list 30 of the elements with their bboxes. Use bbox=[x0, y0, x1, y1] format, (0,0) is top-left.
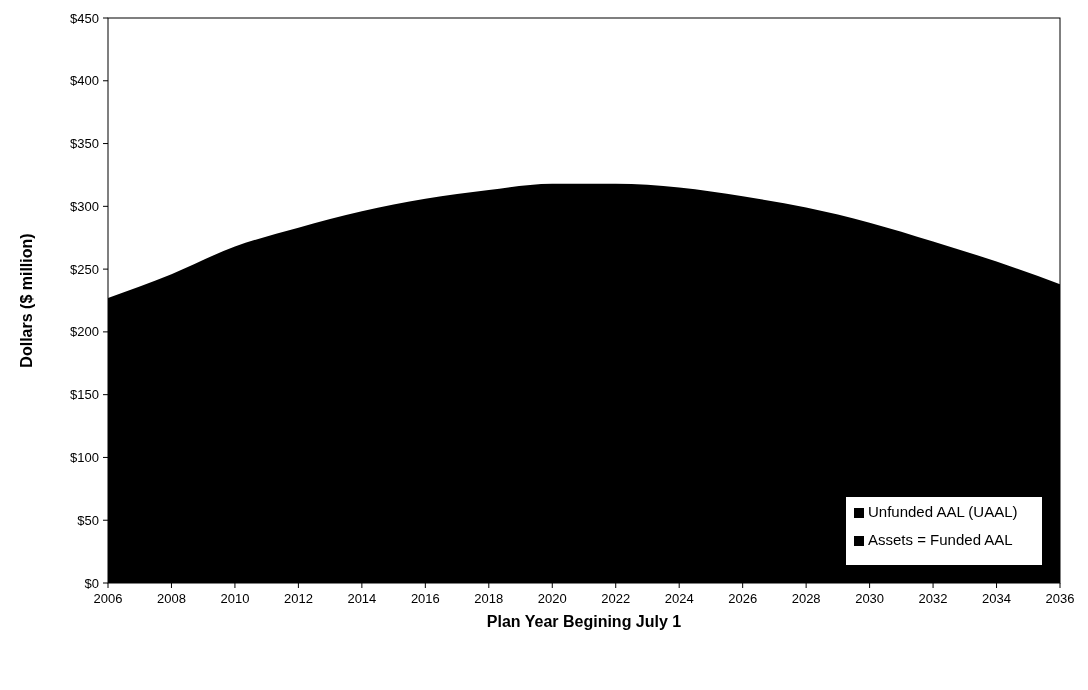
y-tick-label: $250 bbox=[70, 261, 99, 277]
x-tick-label: 2024 bbox=[664, 591, 694, 606]
y-tick-label: $150 bbox=[70, 387, 99, 403]
x-tick-label: 2036 bbox=[1045, 591, 1075, 606]
x-tick-label: 2026 bbox=[728, 591, 758, 606]
y-tick-label: $200 bbox=[70, 324, 99, 340]
y-tick-label: $400 bbox=[70, 73, 99, 89]
legend-label: Unfunded AAL (UAAL) bbox=[868, 503, 1018, 520]
legend-label: Assets = Funded AAL bbox=[868, 531, 1013, 548]
x-tick-label: 2020 bbox=[537, 591, 567, 606]
x-tick-label: 2028 bbox=[791, 591, 821, 606]
x-tick-label: 2012 bbox=[283, 591, 313, 606]
x-tick-label: 2018 bbox=[474, 591, 504, 606]
x-tick-label: 2022 bbox=[601, 591, 631, 606]
y-tick-label: $450 bbox=[70, 10, 99, 26]
y-axis-title: Dollars ($ million) bbox=[18, 233, 35, 368]
x-tick-label: 2032 bbox=[918, 591, 948, 606]
x-tick-label: 2034 bbox=[982, 591, 1011, 606]
y-tick-label: $300 bbox=[70, 198, 99, 214]
x-tick-label: 2014 bbox=[347, 591, 377, 606]
y-tick-label: $100 bbox=[70, 449, 99, 465]
x-axis-title: Plan Year Begining July 1 bbox=[486, 613, 682, 630]
x-tick-label: 2006 bbox=[93, 591, 123, 606]
y-tick-label: $0 bbox=[84, 575, 99, 591]
x-tick-label: 2030 bbox=[855, 591, 885, 606]
y-tick-label: $350 bbox=[70, 136, 99, 152]
y-tick-label: $50 bbox=[77, 512, 99, 528]
x-tick-label: 2008 bbox=[157, 591, 186, 606]
x-tick-label: 2010 bbox=[220, 591, 250, 606]
x-tick-label: 2016 bbox=[410, 591, 440, 606]
